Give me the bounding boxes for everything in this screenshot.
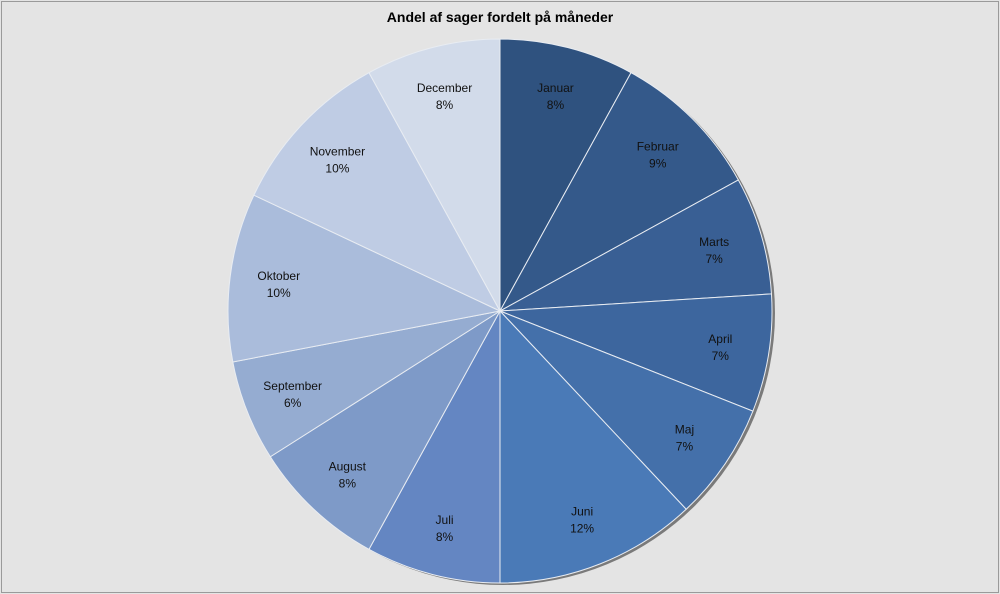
pie-slice-marts <box>499 179 772 312</box>
pie-slice-februar <box>498 71 740 313</box>
chart-title: Andel af sager fordelt på måneder <box>386 9 614 25</box>
slice-value-juni: 12% <box>570 521 594 535</box>
pie-slice-august <box>269 310 501 551</box>
slice-value-april: 7% <box>712 349 730 363</box>
slice-label-oktober: Oktober <box>257 269 300 283</box>
slice-value-juli: 8% <box>436 530 454 544</box>
slice-value-oktober: 10% <box>267 286 291 300</box>
slice-label-januar: Januar <box>537 81 574 95</box>
slice-value-maj: 7% <box>676 439 694 453</box>
slice-label-februar: Februar <box>637 139 679 153</box>
slice-label-juli: Juli <box>436 513 454 527</box>
slice-label-marts: Marts <box>699 235 729 249</box>
slice-label-juni: Juni <box>571 504 593 518</box>
slice-value-december: 8% <box>436 98 454 112</box>
pie-slice-juni <box>499 309 687 584</box>
slice-value-marts: 7% <box>706 252 724 266</box>
slice-label-november: November <box>310 144 365 158</box>
pie-slice-april <box>499 293 773 412</box>
pie-slice-november <box>253 71 502 313</box>
slice-value-august: 8% <box>339 477 357 491</box>
slice-label-maj: Maj <box>675 422 694 436</box>
pie-slice-juli <box>368 310 501 584</box>
pie-slice-oktober <box>227 194 502 363</box>
pie-slice-januar <box>499 38 632 312</box>
slice-value-januar: 8% <box>547 98 565 112</box>
slice-label-april: April <box>708 332 732 346</box>
slice-label-september: September <box>263 379 322 393</box>
slice-value-september: 6% <box>284 396 302 410</box>
slice-label-december: December <box>417 81 472 95</box>
slice-value-november: 10% <box>325 161 349 175</box>
slice-value-februar: 9% <box>649 156 667 170</box>
pie-slice-december <box>368 38 501 312</box>
pie-slice-maj <box>499 310 754 510</box>
slice-label-august: August <box>329 460 367 474</box>
